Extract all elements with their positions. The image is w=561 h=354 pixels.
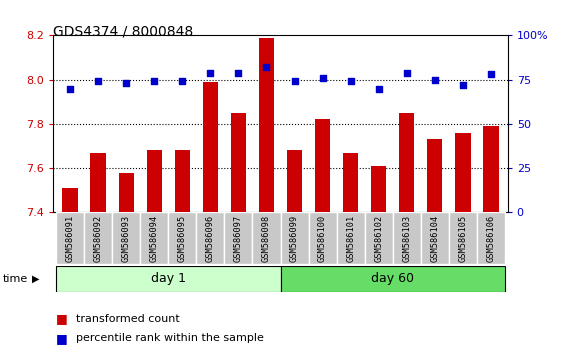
Text: transformed count: transformed count bbox=[76, 314, 180, 324]
Point bbox=[206, 70, 215, 75]
Text: GSM586093: GSM586093 bbox=[122, 215, 131, 262]
Bar bbox=[196, 212, 224, 264]
Bar bbox=[56, 212, 84, 264]
Bar bbox=[280, 212, 309, 264]
Bar bbox=[90, 153, 106, 212]
Point bbox=[374, 86, 383, 91]
Bar bbox=[146, 150, 162, 212]
Bar bbox=[174, 150, 190, 212]
Bar bbox=[231, 113, 246, 212]
Text: GSM586095: GSM586095 bbox=[178, 215, 187, 262]
Bar bbox=[399, 113, 415, 212]
Point bbox=[122, 80, 131, 86]
Text: GSM586100: GSM586100 bbox=[318, 215, 327, 262]
Bar bbox=[365, 212, 393, 264]
Point bbox=[402, 70, 411, 75]
Bar bbox=[84, 212, 112, 264]
Text: GSM586102: GSM586102 bbox=[374, 215, 383, 262]
Text: GSM586099: GSM586099 bbox=[290, 215, 299, 262]
Bar bbox=[309, 212, 337, 264]
Text: GSM586106: GSM586106 bbox=[486, 215, 495, 262]
Bar bbox=[455, 133, 471, 212]
Bar bbox=[477, 212, 505, 264]
Text: GSM586103: GSM586103 bbox=[402, 215, 411, 262]
Text: percentile rank within the sample: percentile rank within the sample bbox=[76, 333, 264, 343]
Text: GDS4374 / 8000848: GDS4374 / 8000848 bbox=[53, 25, 194, 39]
Point bbox=[290, 79, 299, 84]
Bar bbox=[371, 166, 387, 212]
Bar bbox=[421, 212, 449, 264]
Text: GSM586092: GSM586092 bbox=[94, 215, 103, 262]
Bar bbox=[280, 266, 505, 292]
Point bbox=[262, 64, 271, 70]
Point bbox=[94, 79, 103, 84]
Text: GSM586094: GSM586094 bbox=[150, 215, 159, 262]
Text: ▶: ▶ bbox=[32, 274, 39, 284]
Text: GSM586097: GSM586097 bbox=[234, 215, 243, 262]
Point bbox=[318, 75, 327, 81]
Bar bbox=[343, 153, 358, 212]
Text: GSM586096: GSM586096 bbox=[206, 215, 215, 262]
Bar bbox=[168, 212, 196, 264]
Bar bbox=[315, 120, 330, 212]
Point bbox=[430, 77, 439, 82]
Bar bbox=[140, 212, 168, 264]
Bar bbox=[224, 212, 252, 264]
Point bbox=[346, 79, 355, 84]
Point bbox=[66, 86, 75, 91]
Bar bbox=[62, 188, 78, 212]
Text: time: time bbox=[3, 274, 28, 284]
Point bbox=[150, 79, 159, 84]
Bar bbox=[393, 212, 421, 264]
Bar bbox=[427, 139, 443, 212]
Bar bbox=[337, 212, 365, 264]
Point bbox=[178, 79, 187, 84]
Text: GSM586098: GSM586098 bbox=[262, 215, 271, 262]
Text: ■: ■ bbox=[56, 332, 68, 344]
Bar bbox=[483, 126, 499, 212]
Bar bbox=[56, 266, 280, 292]
Text: GSM586101: GSM586101 bbox=[346, 215, 355, 262]
Text: ■: ■ bbox=[56, 312, 68, 325]
Bar bbox=[287, 150, 302, 212]
Text: day 1: day 1 bbox=[151, 272, 186, 285]
Bar bbox=[252, 212, 280, 264]
Point bbox=[234, 70, 243, 75]
Bar bbox=[449, 212, 477, 264]
Bar bbox=[112, 212, 140, 264]
Point bbox=[486, 72, 495, 77]
Text: GSM586091: GSM586091 bbox=[66, 215, 75, 262]
Bar bbox=[118, 173, 134, 212]
Point bbox=[458, 82, 467, 88]
Bar bbox=[259, 38, 274, 212]
Text: GSM586105: GSM586105 bbox=[458, 215, 467, 262]
Text: GSM586104: GSM586104 bbox=[430, 215, 439, 262]
Text: day 60: day 60 bbox=[371, 272, 414, 285]
Bar bbox=[203, 82, 218, 212]
